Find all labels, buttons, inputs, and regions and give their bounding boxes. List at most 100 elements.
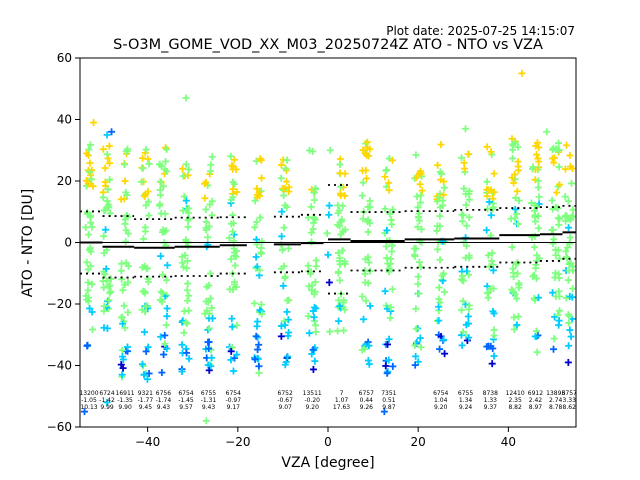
data-point [145,369,153,377]
data-point [385,264,393,272]
data-point [255,362,263,370]
data-point [227,255,235,263]
data-point [141,227,149,235]
data-point [485,198,493,206]
data-point [139,164,147,172]
data-point [458,341,466,349]
data-point [464,150,472,158]
data-point [435,295,443,303]
bin-stat-block: 6754-1.459.57 [178,390,194,411]
data-point [555,215,563,223]
data-point [364,253,372,261]
data-point [253,318,261,326]
data-point [364,279,372,287]
bin-stat-block: 6724-1.429.99 [99,390,115,411]
data-point [254,346,262,354]
data-point [418,187,426,195]
data-point [566,234,574,242]
data-point [411,341,419,349]
data-point [462,254,470,262]
data-point [341,170,349,178]
data-point [228,343,236,351]
data-point [412,325,420,333]
data-point [508,135,516,143]
data-point [89,326,97,334]
bin-stat-mean: -1.77 [138,397,154,404]
data-point [535,193,543,201]
data-point [549,289,557,297]
data-point [568,179,576,187]
data-point [227,220,235,228]
data-point [124,213,132,221]
data-point [156,191,164,199]
data-point [365,360,373,368]
data-point [309,225,317,233]
data-point [121,161,129,169]
data-point [258,174,266,182]
data-point [87,262,95,270]
outlier-point [103,398,111,406]
outlier-point [462,125,470,133]
data-point [437,170,445,178]
data-point [121,177,129,185]
data-point [417,191,425,199]
data-point [535,143,543,151]
data-point [227,347,235,355]
data-point [462,190,470,198]
data-point [381,205,389,213]
data-point [383,254,391,262]
scatter-column [117,145,132,381]
bin-stat-mean: -0.20 [304,397,320,404]
bin-stat-mean: 1.34 [459,397,473,404]
bin-stat-mean: -1.35 [117,397,133,404]
data-point [508,286,516,294]
data-point [101,164,109,172]
data-point [203,283,211,291]
data-point [490,170,498,178]
data-point [311,278,319,286]
data-point [334,221,342,229]
data-point [489,307,497,315]
data-point [555,221,563,229]
data-point [387,255,395,263]
data-point [252,332,260,340]
data-point [183,286,191,294]
bin-stat-mean: -1.05 [81,397,97,404]
x-tick-label: 20 [411,435,426,449]
data-point [412,352,420,360]
data-point [550,144,558,152]
data-point [255,341,263,349]
bin-stat-std: 9.24 [459,404,473,411]
data-point [185,165,193,173]
data-point [511,214,519,222]
data-point [230,278,238,286]
data-point [459,211,467,219]
outlier-point [108,128,116,136]
data-point [434,161,442,169]
data-point [513,210,521,218]
data-point [465,305,473,313]
data-point [567,333,575,341]
x-tick-label: −20 [225,435,250,449]
data-point [556,181,564,189]
data-point [88,280,96,288]
data-point [411,252,419,260]
data-point [341,226,349,234]
data-point [202,218,210,226]
data-point [278,208,286,216]
data-point [514,313,522,321]
data-point [163,145,171,153]
bin-stat-std: 8.78 [549,404,563,411]
bin-stat-std: 9.37 [484,404,498,411]
data-point [483,178,491,186]
data-point [311,321,319,329]
data-point [535,294,543,302]
data-point [416,334,424,342]
data-point [555,139,563,147]
bin-stat-mean: 2.42 [529,397,543,404]
data-point [487,211,495,219]
